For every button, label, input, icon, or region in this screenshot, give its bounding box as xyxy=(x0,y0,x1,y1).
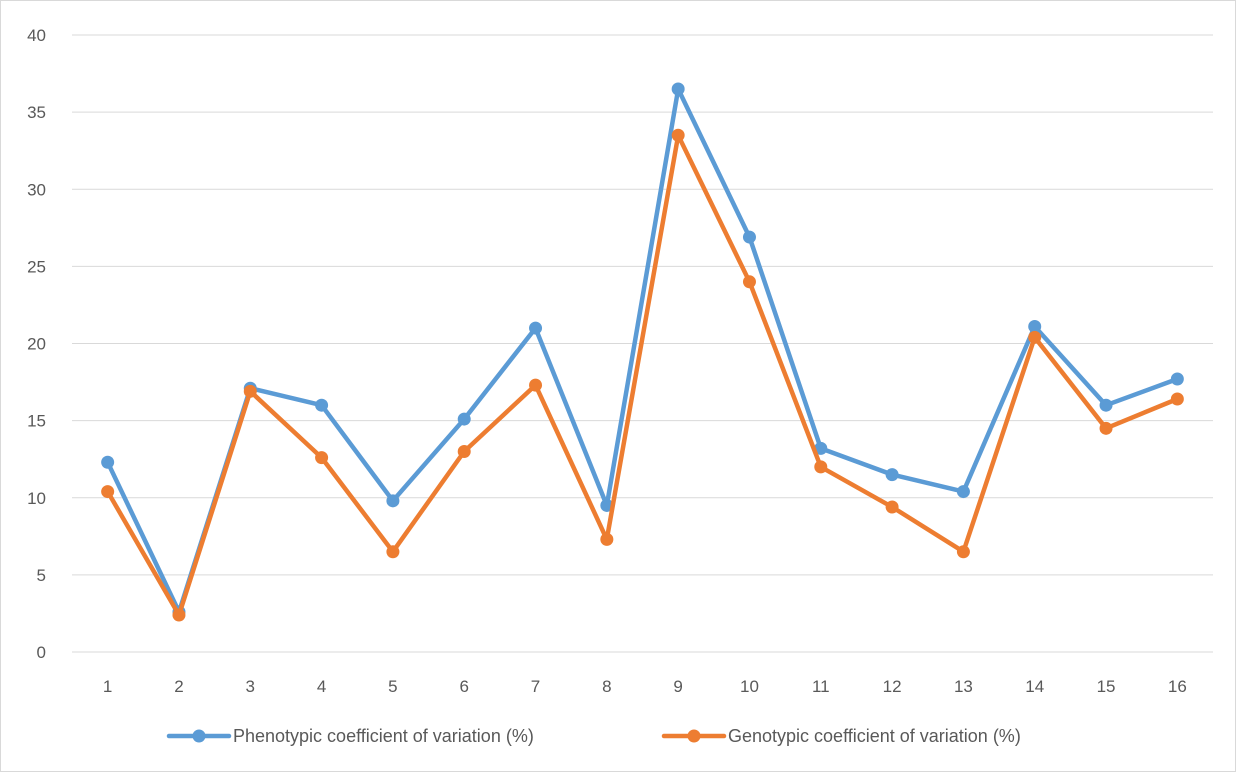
data-point xyxy=(386,494,400,508)
data-point xyxy=(671,128,685,142)
x-tick-label: 11 xyxy=(812,677,830,696)
data-point xyxy=(315,398,329,412)
data-point xyxy=(529,378,543,392)
data-point xyxy=(457,412,471,426)
data-point xyxy=(243,384,257,398)
legend-swatch-marker xyxy=(192,729,206,743)
data-point xyxy=(956,545,970,559)
y-axis-tick-labels: 0 5 10 15 20 25 30 35 40 xyxy=(27,26,46,662)
data-point xyxy=(1099,421,1113,435)
y-tick-label: 5 xyxy=(37,566,46,585)
data-point xyxy=(101,485,115,499)
data-point xyxy=(885,468,899,482)
series-line xyxy=(105,133,1180,618)
y-tick-label: 40 xyxy=(27,26,46,45)
x-tick-label: 12 xyxy=(883,677,902,696)
legend-item-1: Phenotypic coefficient of variation (%) xyxy=(166,726,534,746)
x-tick-label: 13 xyxy=(954,677,973,696)
series-line xyxy=(105,86,1180,615)
legend-label: Phenotypic coefficient of variation (%) xyxy=(233,726,534,746)
y-tick-label: 15 xyxy=(27,412,46,431)
data-point xyxy=(742,230,756,244)
y-tick-label: 30 xyxy=(27,180,46,199)
series-1 xyxy=(101,82,1184,619)
data-point xyxy=(1099,398,1113,412)
data-point xyxy=(101,455,115,469)
y-tick-label: 25 xyxy=(27,257,46,276)
x-tick-label: 3 xyxy=(246,677,255,696)
data-point xyxy=(814,441,828,455)
legend-swatch-marker xyxy=(687,729,701,743)
x-tick-label: 16 xyxy=(1168,677,1187,696)
x-tick-label: 2 xyxy=(174,677,183,696)
data-point xyxy=(457,444,471,458)
data-point xyxy=(172,608,186,622)
x-tick-label: 15 xyxy=(1097,677,1116,696)
legend: Phenotypic coefficient of variation (%) G… xyxy=(166,726,1021,746)
x-tick-label: 6 xyxy=(459,677,468,696)
x-tick-label: 7 xyxy=(531,677,540,696)
series-2 xyxy=(101,128,1184,622)
x-tick-label: 4 xyxy=(317,677,326,696)
x-tick-label: 1 xyxy=(103,677,112,696)
data-point xyxy=(1170,392,1184,406)
data-point xyxy=(742,275,756,289)
y-tick-label: 0 xyxy=(37,643,46,662)
x-tick-label: 10 xyxy=(740,677,759,696)
data-point xyxy=(1170,372,1184,386)
x-tick-label: 14 xyxy=(1025,677,1044,696)
series-lines xyxy=(101,82,1184,622)
y-tick-label: 20 xyxy=(27,335,46,354)
legend-label: Genotypic coefficient of variation (%) xyxy=(728,726,1021,746)
data-point xyxy=(956,485,970,499)
data-point xyxy=(600,532,614,546)
x-axis-tick-labels: 1 2 3 4 5 6 7 8 9 10 11 12 13 14 15 16 xyxy=(103,677,1187,696)
legend-item-2: Genotypic coefficient of variation (%) xyxy=(661,726,1021,746)
x-tick-label: 9 xyxy=(673,677,682,696)
x-tick-label: 5 xyxy=(388,677,397,696)
x-tick-label: 8 xyxy=(602,677,611,696)
data-point xyxy=(1028,330,1042,344)
data-point xyxy=(315,451,329,465)
y-tick-label: 10 xyxy=(27,489,46,508)
data-point xyxy=(885,500,899,514)
data-point xyxy=(671,82,685,96)
y-tick-label: 35 xyxy=(27,103,46,122)
data-point xyxy=(1028,320,1042,334)
data-point xyxy=(386,545,400,559)
data-point xyxy=(529,321,543,335)
data-point xyxy=(814,460,828,474)
